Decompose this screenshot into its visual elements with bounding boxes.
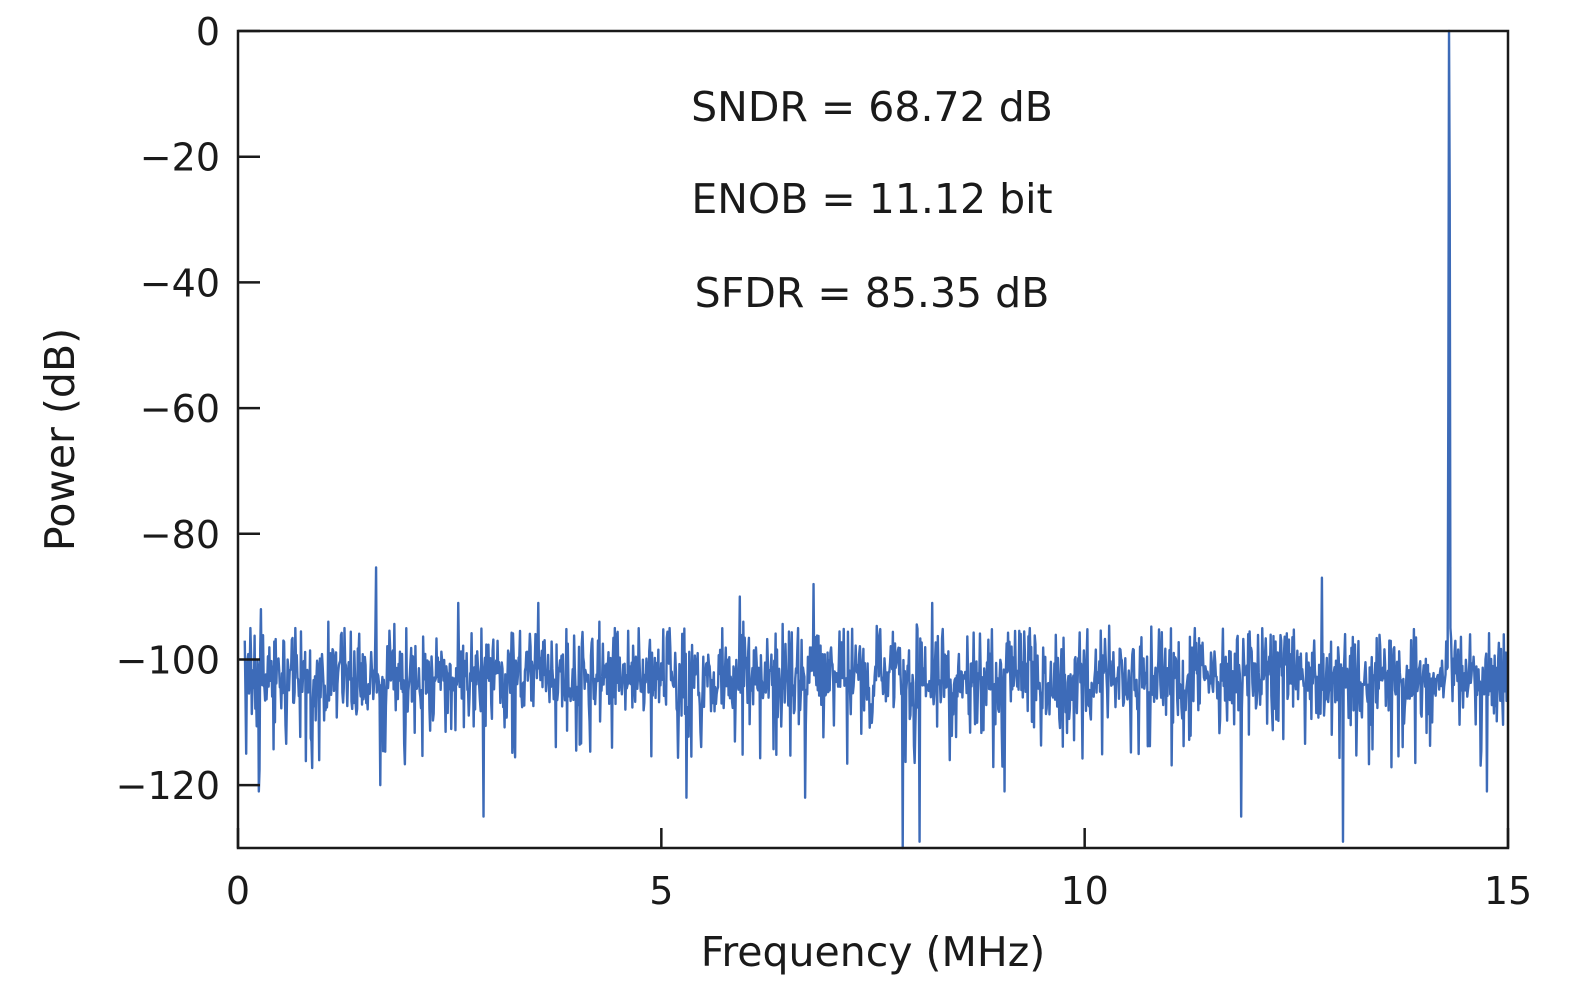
y-tick-label: −100 [116, 638, 220, 682]
y-tick-label: 0 [196, 10, 220, 54]
sndr-annotation: SNDR = 68.72 dB [691, 83, 1053, 131]
x-axis-label: Frequency (MHz) [701, 928, 1046, 976]
y-tick-label: −40 [140, 261, 220, 305]
y-tick-label: −20 [140, 136, 220, 180]
x-tick-label: 10 [1060, 869, 1108, 913]
x-tick-label: 15 [1484, 869, 1532, 913]
series-line [243, 29, 1508, 850]
y-tick-label: −120 [116, 764, 220, 808]
y-axis: 0 −20 −40 −60 −80 −100 −120 [116, 10, 260, 808]
enob-annotation: ENOB = 11.12 bit [691, 175, 1052, 223]
series-spectrum [243, 29, 1508, 850]
plot-area-frame [236, 29, 1510, 850]
x-axis: 0 5 10 15 [226, 828, 1532, 913]
metrics-annotation: SNDR = 68.72 dB ENOB = 11.12 bit SFDR = … [691, 83, 1053, 317]
y-axis-label: Power (dB) [36, 328, 84, 551]
sfdr-annotation: SFDR = 85.35 dB [695, 269, 1050, 317]
x-tick-label: 5 [649, 869, 673, 913]
y-tick-label: −80 [140, 513, 220, 557]
y-tick-label: −60 [140, 387, 220, 431]
x-tick-label: 0 [226, 869, 250, 913]
